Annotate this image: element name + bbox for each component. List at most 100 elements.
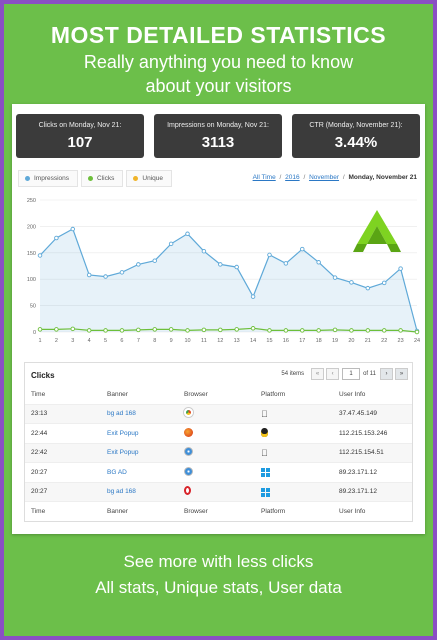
impressions-point[interactable] [136, 262, 141, 267]
clicks-point[interactable] [218, 327, 223, 333]
promo-footer-line-1: See more with less clicks [123, 552, 314, 571]
clicks-point[interactable] [349, 328, 354, 333]
date-breadcrumb: All Time / 2016 / November / Monday, Nov… [253, 174, 417, 181]
clicks-point[interactable] [119, 328, 125, 333]
clicks-point[interactable] [250, 326, 256, 331]
clicks-point[interactable] [168, 327, 174, 332]
column-header-browser[interactable]: Browser [184, 390, 208, 398]
clicks-point[interactable] [201, 327, 207, 333]
clicks-point[interactable] [283, 328, 289, 333]
breadcrumb-year-link[interactable]: 2016 [285, 174, 300, 181]
column-footer-platform: Platform [261, 508, 286, 516]
clicks-point[interactable] [54, 327, 59, 332]
clicks-point[interactable] [316, 328, 321, 333]
clicks-point[interactable] [86, 328, 92, 333]
impressions-point[interactable] [86, 272, 92, 278]
page-number-input[interactable]: 1 [342, 368, 361, 380]
table-row: 23:13 bg ad 168  37.47.45.149 [25, 404, 412, 424]
impressions-point[interactable] [283, 261, 289, 266]
first-page-button[interactable]: « [311, 368, 325, 380]
impressions-point[interactable] [218, 262, 223, 267]
cell-banner-link[interactable]: Exit Popup [107, 429, 139, 437]
cell-banner-link[interactable]: bg ad 168 [107, 410, 136, 418]
table-footer-row: Time Banner Browser Platform User Info [25, 502, 412, 522]
x-tick-label: 7 [137, 338, 140, 344]
apple-icon:  [261, 448, 268, 458]
impressions-point[interactable] [398, 266, 403, 271]
legend-label: Unique [142, 175, 163, 182]
impressions-point[interactable] [54, 235, 59, 241]
x-tick-label: 22 [381, 338, 387, 344]
column-header-user-info[interactable]: User Info [339, 390, 366, 398]
impressions-point[interactable] [119, 270, 125, 275]
breadcrumb-all-time-link[interactable]: All Time [252, 174, 276, 181]
clicks-point[interactable] [234, 327, 239, 332]
clicks-point[interactable] [185, 328, 190, 333]
cell-banner-link[interactable]: Exit Popup [107, 449, 139, 457]
impressions-point[interactable] [381, 280, 387, 286]
last-page-button[interactable]: » [395, 368, 408, 380]
column-header-platform[interactable]: Platform [261, 390, 286, 398]
cell-banner-link[interactable]: bg ad 168 [107, 488, 136, 496]
impressions-point[interactable] [316, 260, 321, 265]
impressions-point[interactable] [168, 241, 174, 247]
stat-card-clicks: Clicks on Monday, Nov 21: 107 [16, 114, 144, 158]
legend-toggle-unique[interactable]: Unique [126, 170, 172, 187]
x-tick-label: 14 [250, 338, 256, 344]
stat-label: Clicks on Monday, Nov 21: [38, 122, 122, 129]
y-tick-label: 250 [27, 198, 36, 204]
x-tick-label: 23 [398, 338, 404, 344]
impressions-point[interactable] [152, 258, 157, 263]
stat-card-ctr: CTR (Monday, November 21): 3.44% [292, 114, 420, 158]
x-tick-label: 11 [201, 338, 207, 344]
impressions-point[interactable] [70, 226, 76, 232]
clicks-table: Clicks 54 items « ‹ 1 of 11 › » Time Ban… [24, 362, 413, 522]
breadcrumb-month-link[interactable]: November [309, 174, 340, 181]
impressions-point[interactable] [234, 264, 239, 270]
impressions-point[interactable] [103, 274, 108, 279]
stat-card-impressions: Impressions on Monday, Nov 21: 3113 [154, 114, 282, 158]
clicks-point[interactable] [365, 328, 371, 333]
stat-value: 3.44% [334, 134, 378, 151]
clicks-point[interactable] [300, 328, 305, 333]
table-title: Clicks [31, 371, 55, 380]
cell-banner-link[interactable]: BG AD [107, 468, 127, 476]
next-page-button[interactable]: › [380, 368, 393, 380]
impressions-point[interactable] [365, 285, 371, 291]
x-tick-label: 6 [120, 338, 123, 344]
clicks-point[interactable] [70, 326, 76, 332]
clicks-point[interactable] [267, 328, 272, 333]
clicks-point[interactable] [398, 328, 403, 333]
windows-icon [261, 467, 270, 478]
impressions-point[interactable] [185, 231, 190, 237]
promo-subtitle-line-2: about your visitors [145, 76, 292, 96]
legend-toggle-clicks[interactable]: Clicks [81, 170, 124, 187]
prev-page-button[interactable]: ‹ [326, 368, 340, 380]
clicks-point[interactable] [152, 327, 157, 332]
impressions-point[interactable] [349, 280, 354, 285]
clicks-point[interactable] [37, 327, 43, 332]
promo-subtitle-line-1: Really anything you need to know [83, 52, 354, 72]
impressions-point[interactable] [332, 275, 338, 280]
cell-user-info: 89.23.171.12 [339, 488, 377, 496]
clicks-point[interactable] [103, 328, 108, 333]
impressions-point[interactable] [250, 294, 256, 299]
safari-icon [184, 447, 193, 458]
stat-value: 3113 [201, 134, 235, 151]
impressions-series-line [39, 228, 418, 332]
impressions-point[interactable] [267, 252, 272, 258]
impressions-point[interactable] [300, 246, 305, 252]
clicks-point[interactable] [381, 328, 387, 333]
clicks-point[interactable] [136, 327, 141, 333]
column-header-time[interactable]: Time [31, 390, 46, 398]
x-tick-label: 2 [55, 338, 58, 344]
cell-user-info: 37.47.45.149 [339, 410, 377, 418]
impressions-point[interactable] [37, 253, 43, 258]
clicks-point[interactable] [414, 329, 420, 335]
impressions-point[interactable] [201, 248, 207, 254]
column-footer-banner: Banner [107, 508, 128, 516]
column-header-banner[interactable]: Banner [107, 390, 128, 398]
clicks-point[interactable] [332, 327, 338, 333]
legend-toggle-impressions[interactable]: Impressions [18, 170, 79, 187]
